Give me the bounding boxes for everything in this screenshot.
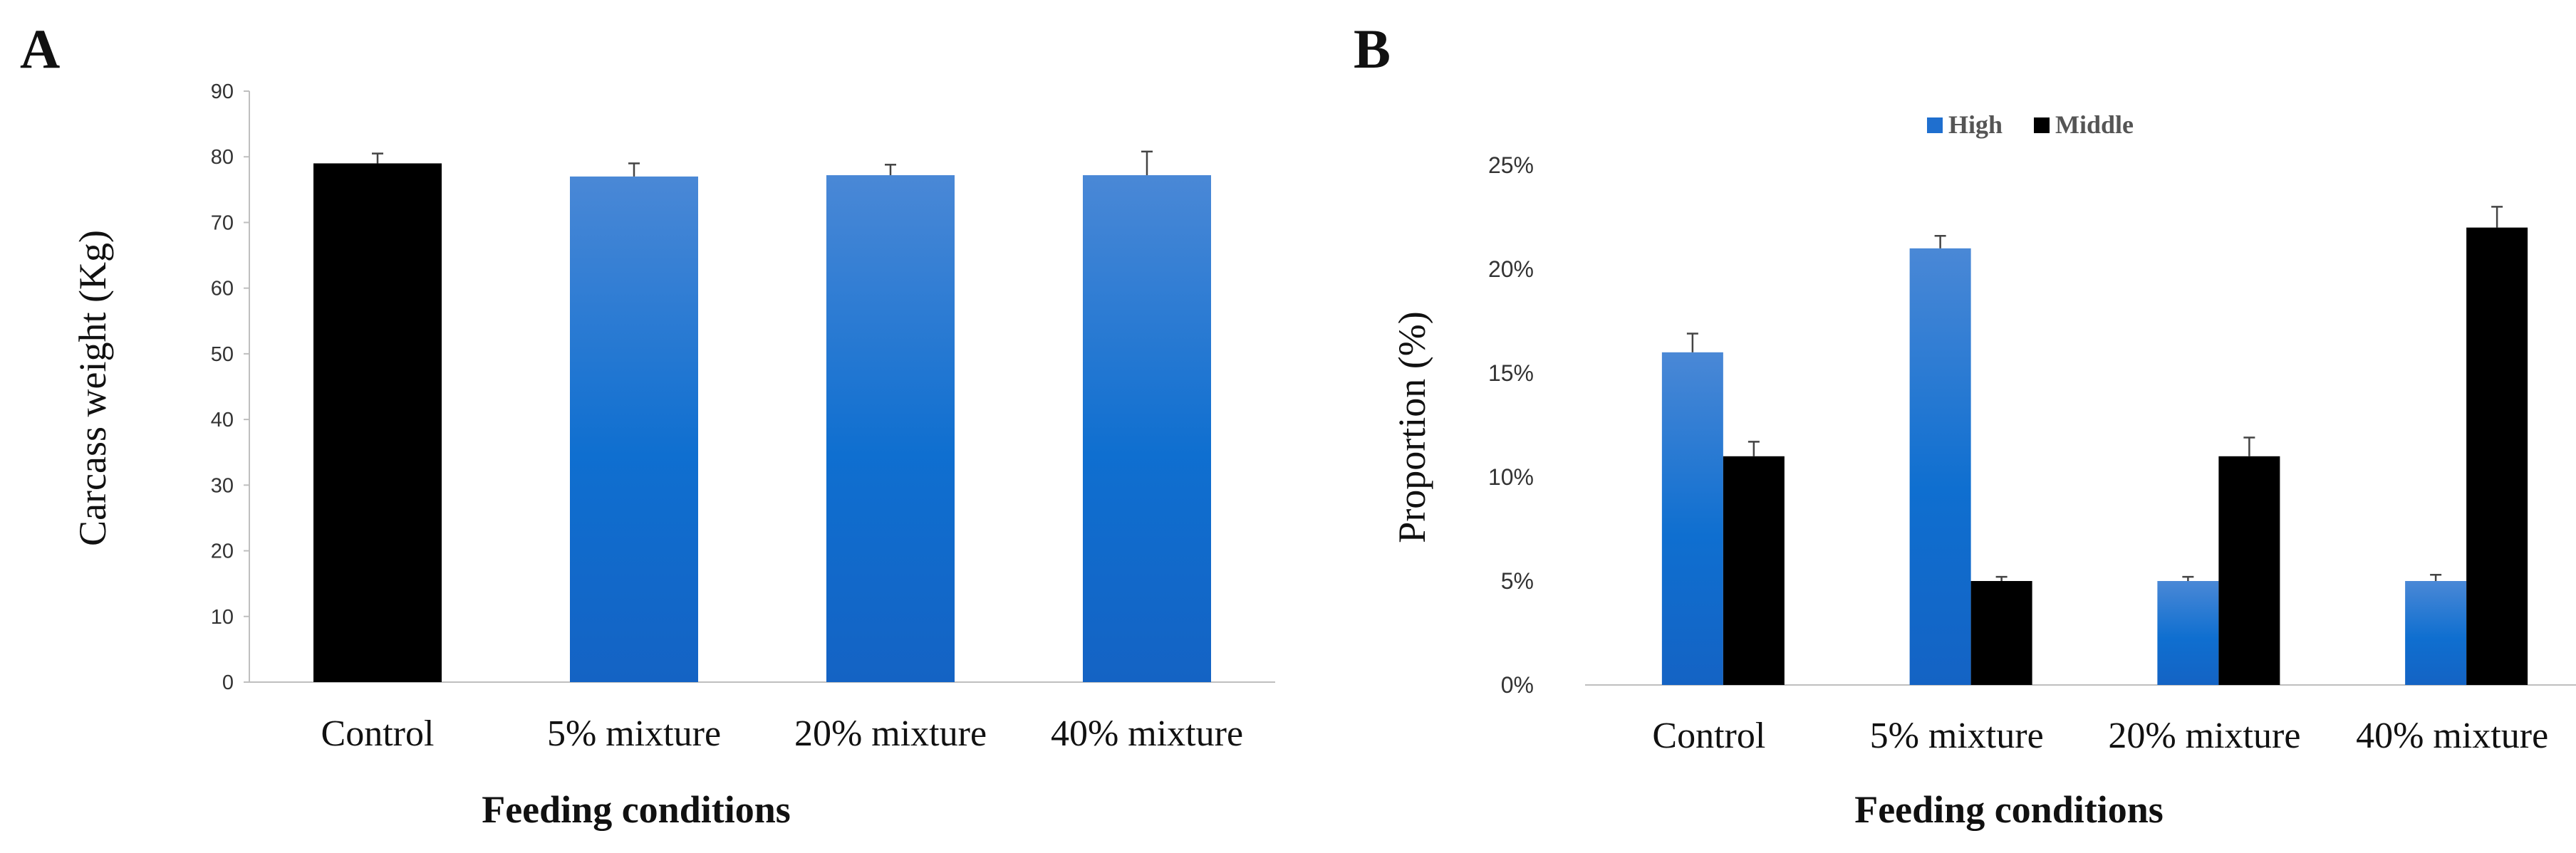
panel-b: B High Middle 0% 5% 10% 15% 20% 25% Control 5% … (1354, 18, 2576, 831)
panel-a-y-tick-label: 50 (211, 343, 234, 366)
panel-a-y-tick-label: 40 (211, 409, 234, 431)
panel-a-bar (826, 175, 955, 683)
panel-a-x-tick-label: 20% mixture (794, 713, 987, 754)
panel-b-y-tick-label: 0% (1501, 672, 1534, 698)
panel-b-bar-high (2405, 581, 2467, 685)
panel-b-x-tick-label: Control (1652, 716, 1765, 756)
panel-a-x-tick-label: 40% mixture (1051, 713, 1243, 754)
panel-a-y-ticks: 0 10 20 30 40 50 60 70 80 90 (211, 80, 249, 694)
panel-b-x-tick-label: 40% mixture (2356, 716, 2548, 756)
panel-b-bar-high (2157, 581, 2219, 685)
panel-b-y-ticks: 0% 5% 10% 15% 20% 25% (1488, 152, 1534, 698)
panel-b-bar-high (1661, 352, 1723, 685)
panel-a-label: A (20, 18, 60, 80)
panel-b-y-tick-label: 20% (1488, 256, 1534, 282)
legend-swatch-middle (2034, 117, 2050, 133)
panel-b-x-axis-label: Feeding conditions (1854, 788, 2164, 831)
panel-b-bar-middle (2466, 227, 2528, 686)
panel-b-bar-high (1909, 248, 1971, 685)
panel-b-bar-middle (1723, 456, 1785, 685)
panel-a-x-tick-label: Control (321, 713, 435, 754)
panel-a-y-tick-label: 20 (211, 540, 234, 563)
panel-a-x-ticks: Control 5% mixture 20% mixture 40% mixture (321, 713, 1243, 754)
panel-b-x-ticks: Control 5% mixture 20% mixture 40% mixture (1652, 716, 2548, 756)
legend-label-middle: Middle (2055, 110, 2134, 139)
panel-a-bar (570, 176, 698, 682)
panel-a: A 0 10 20 30 40 50 60 70 80 90 Control 5% mixture 2… (20, 18, 1275, 831)
panel-b-bar-middle (1970, 581, 2032, 685)
panel-a-y-tick-label: 0 (222, 671, 234, 694)
panel-a-y-tick-label: 60 (211, 278, 234, 300)
panel-a-bars (313, 150, 1211, 683)
panel-b-y-tick-label: 10% (1488, 464, 1534, 490)
panel-b-y-tick-label: 5% (1501, 568, 1534, 594)
legend-swatch-high (1927, 117, 1943, 133)
panel-a-x-tick-label: 5% mixture (547, 713, 721, 754)
panel-a-y-axis-label: Carcass weight (Kg) (71, 230, 114, 546)
legend: High Middle (1927, 110, 2134, 139)
panel-b-y-tick-label: 25% (1488, 152, 1534, 178)
panel-b-y-tick-label: 15% (1488, 360, 1534, 386)
panel-a-y-tick-label: 80 (211, 146, 234, 169)
panel-b-y-axis-label: Proportion (%) (1391, 311, 1433, 543)
panel-b-bar-middle (2218, 456, 2280, 685)
panel-a-y-tick-label: 30 (211, 474, 234, 497)
panel-a-y-tick-label: 70 (211, 211, 234, 234)
panel-b-label: B (1354, 18, 1391, 80)
panel-b-x-tick-label: 5% mixture (1870, 716, 2044, 756)
panel-a-bar (1083, 175, 1211, 683)
panel-a-y-tick-label: 10 (211, 606, 234, 629)
legend-label-high: High (1948, 110, 2003, 139)
panel-a-y-tick-label: 90 (211, 80, 234, 103)
panel-b-x-tick-label: 20% mixture (2108, 716, 2300, 756)
panel-a-bar (313, 163, 442, 682)
panel-a-x-axis-label: Feeding conditions (482, 788, 791, 831)
panel-b-bars (1661, 206, 2528, 686)
